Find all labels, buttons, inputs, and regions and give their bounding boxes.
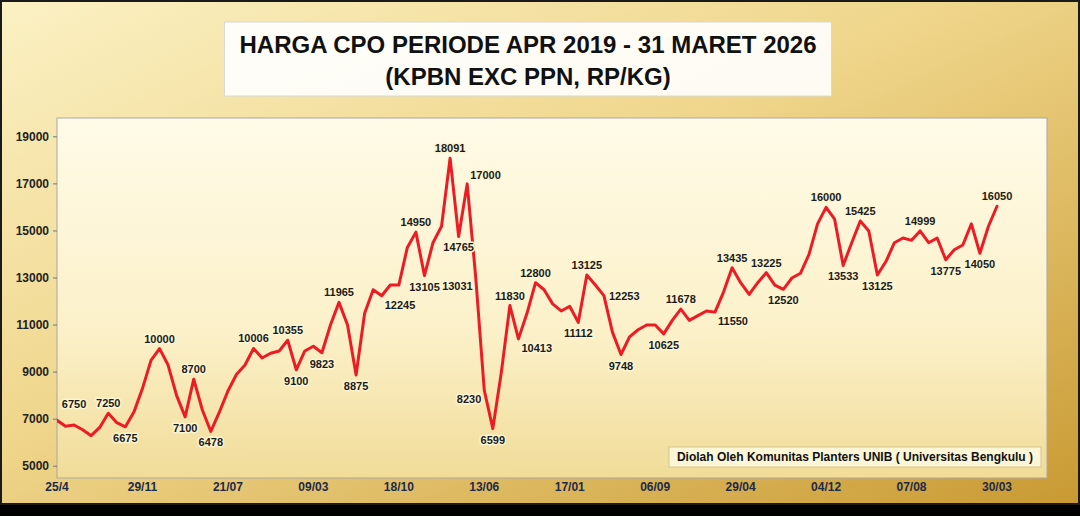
data-label: 13775 — [930, 265, 961, 277]
data-label: 7100 — [173, 422, 197, 434]
x-tick-label: 07/08 — [897, 480, 927, 494]
y-tick — [53, 325, 57, 326]
data-label: 12245 — [385, 299, 416, 311]
subtitle: (KPBN EXC PPN, RP/KG) — [385, 63, 670, 90]
data-label: 13105 — [409, 281, 440, 293]
data-label: 11678 — [666, 293, 696, 305]
y-tick-label: 13000 — [16, 271, 50, 285]
data-label: 12520 — [768, 294, 799, 306]
data-label: 13435 — [717, 252, 748, 264]
data-label: 13125 — [572, 259, 603, 271]
y-tick-label: 7000 — [22, 412, 49, 426]
x-tick-label: 18/10 — [384, 480, 414, 494]
title-background — [224, 22, 831, 96]
data-label: 7250 — [96, 397, 120, 409]
y-tick — [53, 419, 57, 420]
y-tick-label: 15000 — [16, 224, 50, 238]
data-label: 12800 — [520, 267, 551, 279]
y-tick — [53, 278, 57, 279]
data-label: 14050 — [965, 258, 996, 270]
plot-frame — [57, 118, 1047, 478]
data-label: 13031 — [442, 280, 473, 292]
data-label: 8230 — [457, 393, 481, 405]
data-label: 16000 — [811, 191, 842, 203]
x-tick-label: 29/11 — [128, 480, 158, 494]
data-label: 13225 — [751, 257, 782, 269]
data-label: 18091 — [435, 142, 466, 154]
plot-marks — [57, 158, 997, 435]
data-label: 6675 — [113, 432, 137, 444]
y-tick — [53, 183, 57, 184]
x-tick-label: 13/06 — [469, 480, 499, 494]
data-label: 13533 — [828, 270, 859, 282]
data-label: 17000 — [470, 169, 501, 181]
data-label: 12253 — [609, 290, 640, 302]
x-tick-label: 17/01 — [555, 480, 585, 494]
chart: HARGA CPO PERIODE APR 2019 - 31 MARET 20… — [0, 0, 1080, 516]
data-label: 10355 — [272, 324, 303, 336]
x-tick-label: 09/03 — [298, 480, 328, 494]
data-label: 10413 — [521, 342, 552, 354]
y-tick — [53, 466, 57, 467]
y-tick — [53, 136, 57, 137]
x-tick-label: 04/12 — [811, 480, 841, 494]
data-label: 9823 — [310, 358, 334, 370]
x-tick-label: 06/09 — [640, 480, 670, 494]
background — [1, 1, 1079, 504]
data-label: 8700 — [181, 363, 205, 375]
data-label: 6599 — [481, 434, 505, 446]
data-label: 10006 — [238, 332, 269, 344]
data-label: 16050 — [982, 190, 1013, 202]
title-box: HARGA CPO PERIODE APR 2019 - 31 MARET 20… — [224, 22, 831, 96]
data-label: 13125 — [862, 280, 893, 292]
data-label: 10000 — [144, 333, 175, 345]
data-label: 10625 — [648, 339, 679, 351]
data-label: 11965 — [324, 286, 354, 298]
data-label: 6750 — [62, 398, 86, 410]
y-tick-label: 19000 — [16, 130, 50, 144]
y-tick — [53, 230, 57, 231]
data-label: 11550 — [718, 315, 748, 327]
annotation-box: Diolah Oleh Komunitas Planters UNIB ( Un… — [669, 447, 1041, 467]
data-label: 11112 — [564, 327, 593, 339]
data-label: 9748 — [609, 360, 633, 372]
y-tick-label: 11000 — [16, 318, 49, 332]
y-tick-label: 5000 — [22, 459, 49, 473]
x-tick-label: 21/07 — [213, 480, 243, 494]
title: HARGA CPO PERIODE APR 2019 - 31 MARET 20… — [239, 31, 816, 58]
data-label: 11830 — [495, 290, 525, 302]
data-label: 8875 — [344, 380, 368, 392]
annotation: Diolah Oleh Komunitas Planters UNIB ( Un… — [677, 450, 1033, 464]
price-line — [57, 158, 997, 435]
x-tick-label: 25/4 — [45, 480, 69, 494]
data-label: 14950 — [401, 216, 432, 228]
data-label: 14765 — [443, 241, 474, 253]
data-label: 9100 — [284, 375, 308, 387]
y-tick-label: 9000 — [22, 365, 49, 379]
x-tick-label: 29/04 — [726, 480, 756, 494]
x-tick-label: 30/03 — [982, 480, 1012, 494]
data-label: 6478 — [199, 436, 223, 448]
data-label: 14999 — [905, 215, 936, 227]
y-tick — [53, 372, 57, 373]
y-tick-label: 17000 — [16, 177, 50, 191]
annotation-background — [669, 447, 1041, 467]
data-label: 15425 — [845, 205, 876, 217]
